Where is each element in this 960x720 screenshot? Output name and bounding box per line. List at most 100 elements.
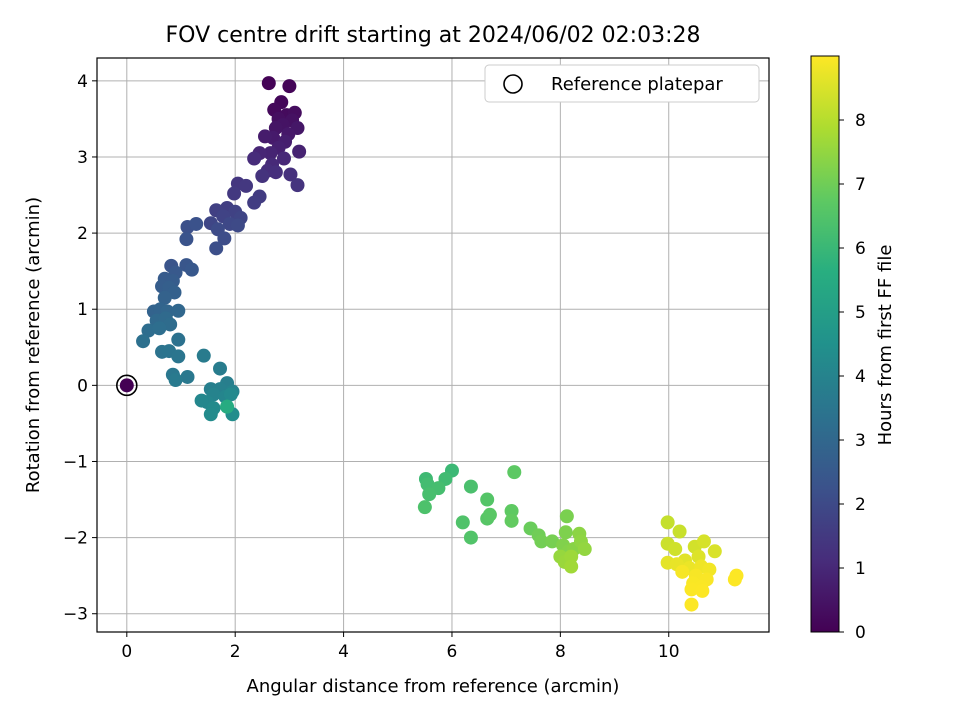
data-point <box>504 503 519 518</box>
data-point <box>180 369 195 384</box>
data-point <box>455 515 470 530</box>
data-point <box>727 572 742 587</box>
data-point <box>227 186 242 201</box>
data-point <box>179 232 194 247</box>
reference-point-fill <box>119 378 134 393</box>
data-point <box>136 334 151 349</box>
y-tick-label: 2 <box>77 224 88 244</box>
data-point <box>152 321 167 336</box>
data-point <box>480 492 495 507</box>
colorbar-tick-label: 7 <box>855 175 866 195</box>
x-tick-label: 6 <box>447 642 458 662</box>
y-tick-label: 3 <box>77 148 88 168</box>
data-point <box>282 79 297 94</box>
data-point <box>223 387 238 402</box>
data-point <box>564 559 579 574</box>
data-point <box>545 534 560 549</box>
plot-frame <box>96 57 770 633</box>
colorbar-tick-label: 0 <box>855 623 866 643</box>
y-tick-label: −3 <box>63 605 88 625</box>
data-point <box>660 515 675 530</box>
data-point <box>217 231 232 246</box>
y-tick-label: 4 <box>77 72 88 92</box>
colorbar-ticks: 0 1 2 3 4 5 6 7 8 <box>839 111 866 643</box>
data-point <box>672 524 687 539</box>
data-point <box>194 393 209 408</box>
chart-title: FOV centre drift starting at 2024/06/02 … <box>166 23 701 48</box>
data-point <box>558 525 573 540</box>
colorbar-tick-label: 4 <box>855 367 866 387</box>
data-point <box>507 465 522 480</box>
data-point <box>230 218 245 233</box>
x-tick-label: 2 <box>230 642 241 662</box>
y-tick-label: −2 <box>63 529 88 549</box>
y-tick-label: 0 <box>77 376 88 396</box>
data-point <box>463 530 478 545</box>
y-axis-ticks: −3 −2 −1 0 1 2 3 4 <box>63 72 97 625</box>
x-tick-label: 8 <box>555 642 566 662</box>
colorbar-label: Hours from first FF file <box>875 245 896 446</box>
data-point <box>504 513 519 528</box>
y-tick-label: −1 <box>63 452 88 472</box>
colorbar-tick-label: 1 <box>855 559 866 579</box>
colorbar-tick-label: 3 <box>855 431 866 451</box>
scatter-points <box>116 76 744 612</box>
data-point <box>213 361 228 376</box>
data-point <box>283 167 298 182</box>
data-point <box>268 165 283 180</box>
data-point <box>255 168 270 183</box>
data-point <box>482 507 497 522</box>
data-point <box>171 332 186 347</box>
data-point <box>171 303 186 318</box>
data-point <box>422 487 437 502</box>
colorbar-tick-label: 8 <box>855 111 866 131</box>
data-point <box>292 144 307 159</box>
legend-entry: Reference platepar <box>551 74 723 95</box>
data-point <box>463 479 478 494</box>
legend: Reference platepar <box>484 64 760 103</box>
data-point <box>247 195 262 210</box>
data-point <box>220 399 235 414</box>
data-point <box>163 317 178 332</box>
y-axis-label: Rotation from reference (arcmin) <box>23 197 44 493</box>
data-point <box>417 500 432 515</box>
data-point <box>196 348 211 363</box>
data-point <box>239 178 254 193</box>
data-point <box>171 349 186 364</box>
data-point <box>276 151 291 166</box>
x-tick-label: 10 <box>658 642 680 662</box>
data-point <box>564 549 579 564</box>
data-point <box>261 76 276 91</box>
colorbar-tick-label: 5 <box>855 303 866 323</box>
data-point <box>168 373 183 388</box>
data-point <box>695 583 710 598</box>
data-point <box>189 216 204 231</box>
data-point <box>675 564 690 579</box>
x-tick-label: 4 <box>338 642 349 662</box>
data-point <box>684 597 699 612</box>
data-point <box>696 534 711 549</box>
data-point <box>258 129 272 144</box>
data-point <box>209 241 224 256</box>
colorbar-tick-label: 2 <box>855 495 866 515</box>
data-point <box>141 323 156 338</box>
data-point <box>577 542 592 557</box>
reference-point-marker <box>116 374 138 397</box>
x-axis-label: Angular distance from reference (arcmin) <box>247 676 620 697</box>
data-point <box>559 509 574 524</box>
legend-box <box>484 64 760 103</box>
data-point <box>263 146 278 161</box>
x-axis-ticks: 0 2 4 6 8 10 <box>121 632 680 662</box>
x-tick-label: 0 <box>121 642 132 662</box>
data-point <box>203 407 218 422</box>
y-tick-label: 1 <box>77 300 88 320</box>
data-point <box>684 582 699 597</box>
data-point <box>184 262 199 277</box>
data-point <box>668 542 683 557</box>
data-point <box>247 151 262 166</box>
colorbar: 0 1 2 3 4 5 6 7 8 Hours from first FF file <box>810 55 896 643</box>
data-point <box>707 544 722 559</box>
colorbar-tick-label: 6 <box>855 239 866 259</box>
data-point <box>534 534 549 549</box>
